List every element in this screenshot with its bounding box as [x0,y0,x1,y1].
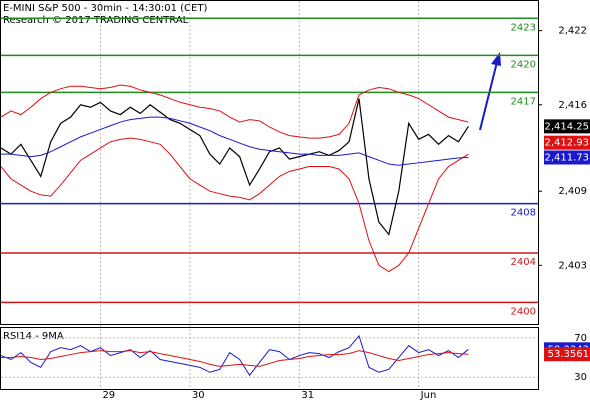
last-value-label: 53.3561 [548,349,589,360]
x-tick-label: 31 [301,390,314,400]
rsi-tick-label: 30 [574,372,587,383]
last-value-label: 2,411.73 [544,152,589,163]
series-line [0,84,469,139]
series-line [0,137,469,273]
last-value-box [544,119,590,134]
chart-title: E-MINI S&P 500 - 30min - 14:30:01 (CET) [3,3,207,14]
x-tick-label: 30 [192,390,205,400]
last-value-box [544,150,590,165]
level-label: 2420 [511,59,536,70]
y-tick-label: 2,409 [558,186,587,197]
last-value-label: 2,414.25 [544,121,589,132]
chart-subtitle: Research © 2017 TRADING CENTRAL [3,15,189,26]
series-line [0,98,469,236]
main-panel [0,0,539,325]
level-label: 2408 [511,208,536,219]
rsi-tick-label: 70 [574,333,587,344]
level-label: 2400 [511,306,536,317]
last-value-label: 2,412.93 [544,138,589,149]
series-line [1,116,469,166]
series-line [1,350,469,367]
series-line [0,334,469,377]
level-label: 2423 [511,22,536,33]
last-value-box [544,347,590,362]
last-value-box [544,135,590,150]
y-tick-label: 2,422 [558,26,587,37]
arrow [479,61,498,131]
level-label: 2417 [511,96,536,107]
x-tick-label: 29 [102,390,115,400]
level-label: 2404 [511,257,536,268]
x-tick-label: Jun [420,390,437,400]
rsi-title: RSI14 - 9MA [3,331,64,342]
y-tick-label: 2,403 [558,260,587,271]
rsi-panel [0,327,539,390]
y-tick-label: 2,416 [558,100,587,111]
